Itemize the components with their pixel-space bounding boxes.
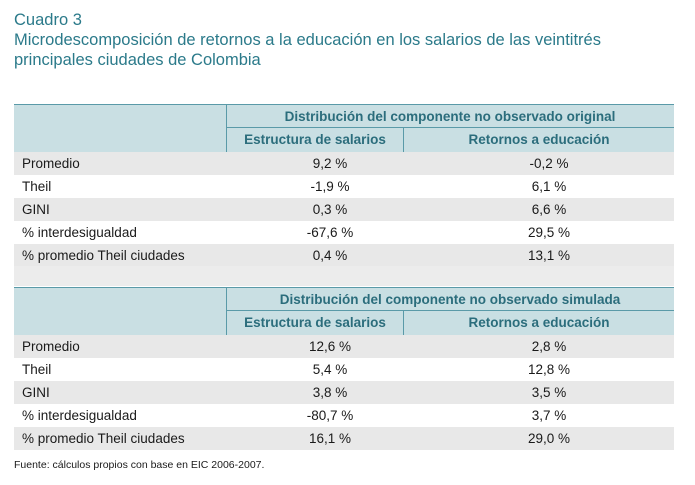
cell-estructura: 3,8 % <box>312 385 348 400</box>
cell-estructura: 16,1 % <box>308 431 352 446</box>
source-note: Fuente: cálculos propios con base en EIC… <box>14 459 265 471</box>
column-header-estructura: Estructura de salarios <box>244 132 386 147</box>
row-label: GINI <box>22 202 50 217</box>
cell-estructura: 9,2 % <box>312 156 348 171</box>
cell-estructura: 0,4 % <box>312 248 348 263</box>
header-divider <box>226 105 227 152</box>
table-header: Distribución del componente no observado… <box>14 287 674 335</box>
table-row: % interdesigualdad -80,7 % 3,7 % <box>14 404 674 427</box>
row-label: % interdesigualdad <box>22 408 137 423</box>
group-header: Distribución del componente no observado… <box>284 109 616 124</box>
column-header-retornos: Retornos a educación <box>468 315 610 330</box>
cell-estructura: 0,3 % <box>312 202 348 217</box>
row-label: GINI <box>22 385 50 400</box>
cell-retornos: 29,0 % <box>527 431 571 446</box>
row-label: Theil <box>22 362 52 377</box>
header-divider <box>226 127 674 128</box>
row-label: Promedio <box>22 156 80 171</box>
header-divider <box>403 310 404 335</box>
cell-retornos: 12,8 % <box>527 362 571 377</box>
table-original: Distribución del componente no observado… <box>14 104 674 267</box>
row-label: Theil <box>22 179 52 194</box>
table-separator <box>14 266 674 286</box>
cell-estructura: -67,6 % <box>306 225 354 240</box>
table-row: % promedio Theil ciudades 16,1 % 29,0 % <box>14 427 674 450</box>
row-label: % promedio Theil ciudades <box>22 431 185 446</box>
table-row: GINI 3,8 % 3,5 % <box>14 381 674 404</box>
cell-estructura: -1,9 % <box>310 179 350 194</box>
table-body: Promedio 12,6 % 2,8 % Theil 5,4 % 12,8 %… <box>14 335 674 450</box>
table-title-line-1: Microdescomposición de retornos a la edu… <box>14 31 601 49</box>
column-header-estructura: Estructura de salarios <box>244 315 386 330</box>
cell-retornos: 29,5 % <box>527 225 571 240</box>
table-row: Theil 5,4 % 12,8 % <box>14 358 674 381</box>
group-header: Distribución del componente no observado… <box>279 292 621 307</box>
table-simulated: Distribución del componente no observado… <box>14 287 674 450</box>
table-caption: Cuadro 3 Microdescomposición de retornos… <box>14 10 684 70</box>
row-label: % promedio Theil ciudades <box>22 248 185 263</box>
cell-retornos: -0,2 % <box>529 156 569 171</box>
row-label: Promedio <box>22 339 80 354</box>
cell-retornos: 2,8 % <box>531 339 567 354</box>
table-body: Promedio 9,2 % -0,2 % Theil -1,9 % 6,1 %… <box>14 152 674 267</box>
cell-estructura: 12,6 % <box>308 339 352 354</box>
row-label: % interdesigualdad <box>22 225 137 240</box>
cell-retornos: 3,5 % <box>531 385 567 400</box>
table-row: Theil -1,9 % 6,1 % <box>14 175 674 198</box>
cell-retornos: 6,1 % <box>531 179 567 194</box>
table-header: Distribución del componente no observado… <box>14 104 674 152</box>
table-row: Promedio 12,6 % 2,8 % <box>14 335 674 358</box>
table-row: GINI 0,3 % 6,6 % <box>14 198 674 221</box>
column-header-retornos: Retornos a educación <box>468 132 610 147</box>
cell-estructura: 5,4 % <box>312 362 348 377</box>
cell-estructura: -80,7 % <box>306 408 354 423</box>
header-divider <box>403 127 404 152</box>
cell-retornos: 6,6 % <box>531 202 567 217</box>
header-divider <box>226 310 674 311</box>
cell-retornos: 3,7 % <box>531 408 567 423</box>
table-row: % promedio Theil ciudades 0,4 % 13,1 % <box>14 244 674 267</box>
table-number: Cuadro 3 <box>14 11 82 29</box>
table-row: Promedio 9,2 % -0,2 % <box>14 152 674 175</box>
table-title-line-2: principales ciudades de Colombia <box>14 51 261 69</box>
header-divider <box>226 288 227 335</box>
cell-retornos: 13,1 % <box>527 248 571 263</box>
table-row: % interdesigualdad -67,6 % 29,5 % <box>14 221 674 244</box>
